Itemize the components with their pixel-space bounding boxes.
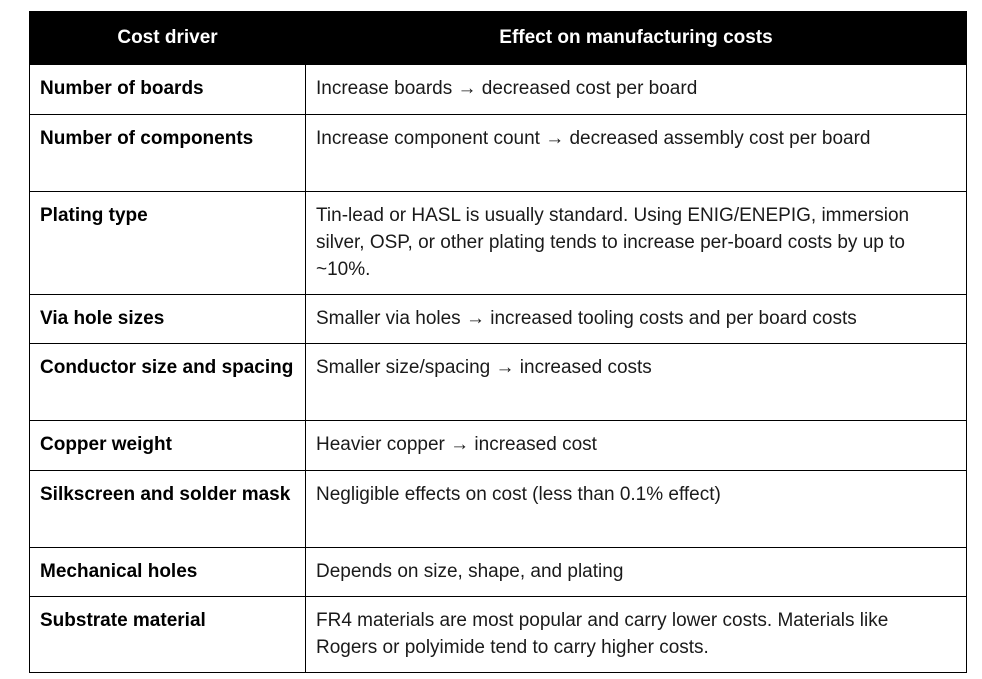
driver-cell: Conductor size and spacing (29, 343, 306, 421)
driver-cell: Number of boards (29, 64, 306, 115)
driver-cell: Copper weight (29, 420, 306, 471)
effect-cell: Smaller via holes → increased tooling co… (305, 294, 967, 344)
effect-cell: Depends on size, shape, and plating (305, 547, 967, 597)
effect-cell: FR4 materials are most popular and carry… (305, 596, 967, 673)
table-header: Cost driver Effect on manufacturing cost… (29, 11, 967, 65)
table-row: Mechanical holes Depends on size, shape,… (29, 547, 967, 597)
table-row: Number of boards Increase boards → decre… (29, 64, 967, 115)
driver-cell: Mechanical holes (29, 547, 306, 597)
table-row: Silkscreen and solder mask Negligible ef… (29, 470, 967, 548)
table-row: Conductor size and spacing Smaller size/… (29, 343, 967, 421)
cost-driver-table: Cost driver Effect on manufacturing cost… (29, 11, 967, 673)
table-body: Number of boards Increase boards → decre… (29, 64, 967, 673)
driver-cell: Plating type (29, 191, 306, 295)
table-row: Via hole sizes Smaller via holes → incre… (29, 294, 967, 344)
driver-cell: Substrate material (29, 596, 306, 673)
effect-cell: Increase component count → decreased ass… (305, 114, 967, 192)
header-cost-driver: Cost driver (29, 11, 306, 65)
effect-cell: Increase boards → decreased cost per boa… (305, 64, 967, 115)
table-row: Plating type Tin-lead or HASL is usually… (29, 191, 967, 295)
effect-cell: Smaller size/spacing → increased costs (305, 343, 967, 421)
driver-cell: Number of components (29, 114, 306, 192)
driver-cell: Via hole sizes (29, 294, 306, 344)
header-row: Cost driver Effect on manufacturing cost… (29, 11, 967, 65)
table-row: Copper weight Heavier copper → increased… (29, 420, 967, 471)
effect-cell: Heavier copper → increased cost (305, 420, 967, 471)
driver-cell: Silkscreen and solder mask (29, 470, 306, 548)
effect-cell: Negligible effects on cost (less than 0.… (305, 470, 967, 548)
table-row: Number of components Increase component … (29, 114, 967, 192)
table-row: Substrate material FR4 materials are mos… (29, 596, 967, 673)
header-effect: Effect on manufacturing costs (305, 11, 967, 65)
effect-cell: Tin-lead or HASL is usually standard. Us… (305, 191, 967, 295)
